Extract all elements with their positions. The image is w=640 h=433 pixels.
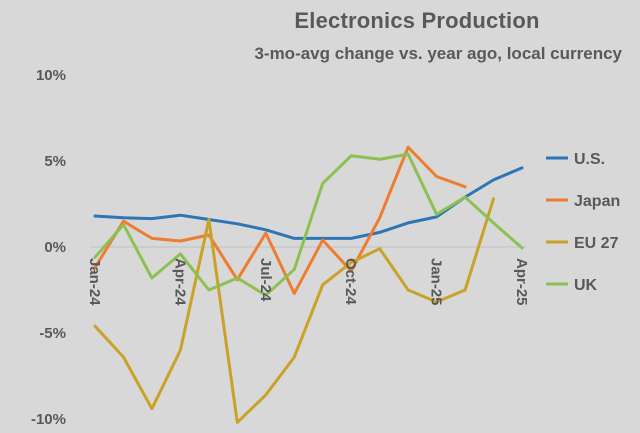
- x-tick-label: Oct-24: [342, 258, 359, 305]
- series-line-uk: [93, 152, 524, 297]
- y-tick-label: 5%: [44, 153, 66, 170]
- legend-label: Japan: [574, 193, 620, 210]
- legend-label: U.S.: [574, 151, 605, 168]
- series-line-japan: [93, 145, 467, 295]
- legend: U.S. Japan EU 27 UK: [546, 151, 620, 294]
- x-tick-label: Jan-25: [428, 258, 445, 306]
- legend-item: EU 27: [546, 235, 619, 252]
- y-tick-label: -5%: [39, 325, 66, 342]
- legend-label: EU 27: [574, 235, 619, 252]
- chart-title: Electronics Production: [294, 8, 540, 33]
- x-tick-label: Jul-24: [257, 258, 274, 302]
- x-tick-label: Apr-25: [513, 258, 530, 306]
- y-tick-label: -10%: [31, 411, 66, 428]
- series-line-eu-27: [93, 197, 495, 424]
- legend-item: Japan: [546, 193, 620, 210]
- y-axis: 10% 5% 0% -5% -10%: [31, 67, 66, 428]
- legend-item: UK: [546, 277, 598, 294]
- legend-label: UK: [574, 277, 598, 294]
- legend-item: U.S.: [546, 151, 605, 168]
- y-tick-label: 0%: [44, 239, 66, 256]
- x-tick-label: Jan-24: [86, 258, 103, 306]
- x-axis: Jan-24 Apr-24 Jul-24 Oct-24 Jan-25 Apr-25: [86, 258, 530, 306]
- chart-subtitle: 3-mo-avg change vs. year ago, local curr…: [254, 44, 622, 63]
- y-tick-label: 10%: [36, 67, 66, 84]
- series-lines: [93, 145, 524, 424]
- x-tick-label: Apr-24: [171, 258, 188, 306]
